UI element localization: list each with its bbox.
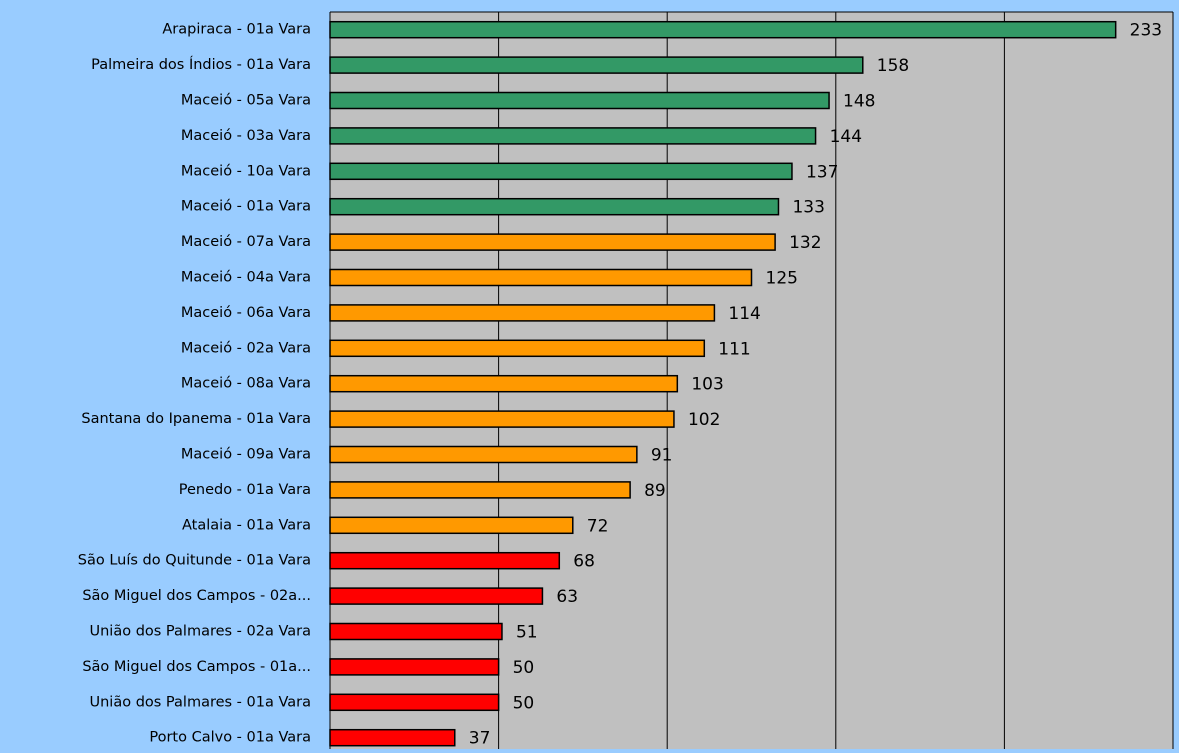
data-label: 148 [843, 92, 875, 112]
bar [329, 20, 1117, 39]
bar [329, 304, 716, 322]
y-tick-label: São Miguel dos Campos - 01a... [82, 659, 311, 675]
data-label: 68 [573, 552, 595, 572]
data-label: 103 [691, 375, 723, 395]
y-tick-label: Atalaia - 01a Vara [182, 517, 311, 533]
bar [329, 445, 638, 464]
bar [329, 91, 830, 110]
bar [329, 516, 574, 535]
data-label: 51 [516, 623, 538, 643]
bar [329, 728, 456, 747]
bar [329, 658, 500, 676]
data-label: 89 [644, 481, 666, 501]
y-tick-label: Maceió - 07a Vara [181, 234, 311, 250]
bar [329, 233, 776, 251]
data-label: 102 [688, 410, 720, 430]
bar [329, 56, 864, 74]
y-tick-label: Maceió - 10a Vara [181, 163, 311, 179]
data-label: 132 [789, 233, 821, 253]
data-label: 37 [469, 729, 491, 749]
data-label: 72 [587, 516, 609, 536]
bar [329, 622, 503, 641]
y-tick-label: União dos Palmares - 02a Vara [90, 624, 312, 640]
bar [329, 693, 500, 712]
bar [329, 339, 706, 358]
y-tick-label: Maceió - 02a Vara [181, 340, 311, 356]
data-label: 91 [651, 446, 673, 466]
y-tick-label: São Luís do Quitunde - 01a Vara [78, 553, 311, 569]
bar [329, 410, 675, 428]
y-tick-label: São Miguel dos Campos - 02a... [82, 588, 311, 604]
bar [329, 374, 679, 393]
bar [329, 551, 561, 570]
y-tick-label: Maceió - 09a Vara [181, 447, 311, 463]
data-label: 144 [830, 127, 862, 147]
data-label: 111 [718, 339, 750, 359]
bar [329, 197, 780, 216]
y-tick-label: Santana do Ipanema - 01a Vara [81, 411, 311, 427]
y-tick-label: Maceió - 08a Vara [181, 376, 311, 392]
data-label: 50 [513, 693, 535, 713]
bar [329, 162, 793, 181]
data-label: 137 [806, 162, 838, 182]
y-tick-label: Porto Calvo - 01a Vara [149, 730, 311, 746]
y-tick-label: Palmeira dos Índios - 01a Vara [91, 56, 311, 73]
y-tick-label: Maceió - 05a Vara [181, 93, 311, 109]
data-label: 233 [1130, 21, 1162, 41]
y-tick-label: Penedo - 01a Vara [179, 482, 311, 498]
y-tick-label: Arapiraca - 01a Vara [162, 22, 311, 38]
data-label: 114 [728, 304, 760, 324]
y-tick-label: Maceió - 01a Vara [181, 199, 311, 215]
bar [329, 268, 753, 287]
data-label: 63 [556, 587, 578, 607]
y-tick-label: Maceió - 04a Vara [181, 270, 311, 286]
y-tick-label: Maceió - 06a Vara [181, 305, 311, 321]
data-label: 133 [792, 198, 824, 218]
data-label: 50 [513, 658, 535, 678]
bar [329, 587, 544, 605]
bar [329, 127, 817, 145]
data-label: 158 [877, 56, 909, 76]
bar [329, 481, 631, 499]
y-tick-label: União dos Palmares - 01a Vara [90, 694, 312, 710]
data-label: 125 [766, 269, 798, 289]
y-tick-label: Maceió - 03a Vara [181, 128, 311, 144]
